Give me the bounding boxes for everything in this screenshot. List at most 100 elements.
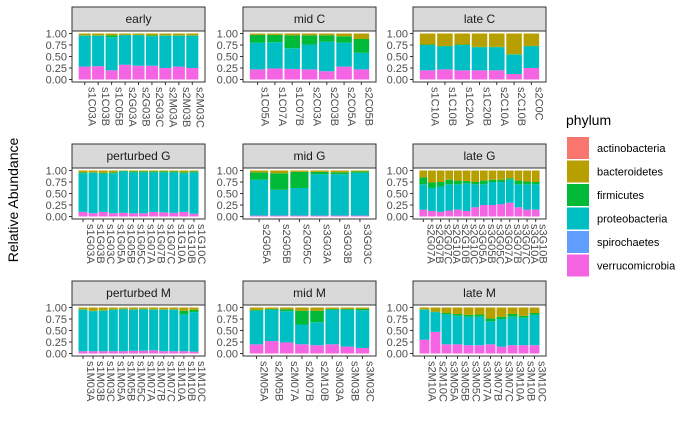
x-tick-label: s3M03B bbox=[348, 361, 360, 401]
x-tick-label: s1C10B bbox=[446, 87, 458, 126]
bar-segment-proteobacteria bbox=[485, 321, 496, 345]
bar-segment-bacteroidetes bbox=[310, 170, 329, 172]
bar-segment-bacteroidetes bbox=[485, 307, 496, 319]
legend-swatch-proteobacteria bbox=[567, 207, 589, 230]
bar-segment-bacteroidetes bbox=[98, 307, 108, 311]
y-tick-label: 0.75 bbox=[46, 40, 67, 52]
bar-segment-bacteroidetes bbox=[514, 170, 523, 181]
bar-segment-verrucomicrobia bbox=[78, 351, 88, 354]
bar-segment-verrucomicrobia bbox=[139, 350, 149, 354]
x-tick-label: s2M05A bbox=[258, 361, 270, 402]
bar-segment-verrucomicrobia bbox=[249, 215, 269, 217]
x-tick-label: s1G05C bbox=[134, 224, 146, 264]
bar-segment-verrucomicrobia bbox=[98, 211, 108, 217]
y-tick-label: 1.00 bbox=[46, 303, 67, 315]
bar-segment-verrucomicrobia bbox=[128, 213, 138, 217]
x-tick-label: s1M10C bbox=[195, 361, 207, 402]
bar-segment-verrucomicrobia bbox=[169, 212, 179, 217]
bar-segment-bacteroidetes bbox=[350, 170, 369, 172]
x-tick-label: s2G07A bbox=[424, 224, 436, 264]
bar-segment-firmicutes bbox=[497, 179, 505, 182]
bar-segment-proteobacteria bbox=[159, 172, 169, 213]
x-tick-label: s1M03A bbox=[84, 361, 96, 402]
bar-segment-firmicutes bbox=[330, 172, 349, 175]
bar-segment-bacteroidetes bbox=[452, 307, 463, 314]
bar-segment-bacteroidetes bbox=[169, 307, 179, 310]
facet-strip-label: perturbed G bbox=[106, 149, 170, 163]
y-tick-label: 0.50 bbox=[46, 52, 67, 64]
x-tick-label: s2G03B bbox=[140, 87, 152, 127]
x-tick-label: s2G10C bbox=[468, 224, 480, 264]
y-tick-label: 0.75 bbox=[387, 177, 408, 189]
bar-segment-proteobacteria bbox=[497, 182, 505, 205]
bar-segment-firmicutes bbox=[319, 35, 335, 42]
bar-segment-verrucomicrobia bbox=[437, 69, 453, 80]
y-tick-label: 0.00 bbox=[46, 349, 67, 361]
y-tick-label: 0.25 bbox=[46, 200, 67, 212]
bar-segment-bacteroidetes bbox=[290, 170, 309, 172]
y-tick-label: 1.00 bbox=[387, 29, 408, 41]
y-tick-label: 0.25 bbox=[217, 63, 238, 75]
bar-segment-proteobacteria bbox=[189, 312, 199, 352]
bar-segment-proteobacteria bbox=[172, 35, 185, 67]
bar-segment-firmicutes bbox=[428, 182, 436, 188]
bar-segment-bacteroidetes bbox=[159, 170, 169, 172]
bar-segment-proteobacteria bbox=[445, 184, 454, 211]
bar-segment-verrucomicrobia bbox=[92, 66, 105, 80]
x-tick-label: s2C03A bbox=[311, 87, 323, 127]
x-tick-label: s1G07A bbox=[145, 224, 157, 264]
bar-segment-proteobacteria bbox=[105, 37, 118, 71]
bar-segment-firmicutes bbox=[179, 172, 189, 174]
bar-segment-firmicutes bbox=[310, 310, 324, 323]
bar-segment-firmicutes bbox=[98, 172, 108, 174]
bar-segment-proteobacteria bbox=[169, 172, 179, 213]
legend-swatch-actinobacteria bbox=[567, 137, 589, 159]
bar-segment-verrucomicrobia bbox=[445, 210, 454, 217]
x-tick-label: s3G03A bbox=[321, 224, 333, 264]
facet-strip bbox=[242, 6, 377, 32]
bar-segment-proteobacteria bbox=[179, 173, 189, 212]
y-tick-label: 0.00 bbox=[217, 212, 238, 224]
bar-segment-firmicutes bbox=[310, 171, 329, 175]
bar-segment-proteobacteria bbox=[531, 184, 540, 210]
y-tick-label: 0.75 bbox=[387, 314, 408, 326]
bar-segment-verrucomicrobia bbox=[105, 70, 118, 80]
bar-segment-firmicutes bbox=[179, 310, 189, 315]
bar-segment-proteobacteria bbox=[471, 184, 480, 208]
bar-segment-firmicutes bbox=[169, 171, 179, 173]
facet-panel-late-C: late C s1C10A s1C10B s1C20A s1C20B s2C10A s2C1… bbox=[387, 6, 547, 127]
bar-segment-proteobacteria bbox=[419, 184, 428, 210]
bar-segment-firmicutes bbox=[474, 314, 485, 317]
y-tick-label: 0.75 bbox=[46, 177, 67, 189]
y-tick-label: 0.50 bbox=[217, 326, 238, 338]
bar-segment-proteobacteria bbox=[428, 187, 436, 211]
bar-segment-firmicutes bbox=[105, 35, 118, 38]
facet-panel-late-G: late G s2G07As2G07Bs2G07Cs2G10As2G10Bs2G1… bbox=[387, 143, 549, 264]
bar-segment-proteobacteria bbox=[249, 42, 266, 70]
bar-segment-bacteroidetes bbox=[128, 170, 138, 172]
bar-segment-verrucomicrobia bbox=[514, 207, 523, 217]
bar-segment-verrucomicrobia bbox=[340, 346, 355, 354]
bar-segment-firmicutes bbox=[139, 171, 149, 173]
bar-segment-verrucomicrobia bbox=[169, 351, 179, 354]
bar-segment-bacteroidetes bbox=[132, 33, 145, 35]
bar-segment-proteobacteria bbox=[169, 309, 179, 352]
x-tick-label: s1M03B bbox=[94, 361, 106, 401]
bar-segment-bacteroidetes bbox=[295, 307, 309, 311]
legend-swatch-firmicutes bbox=[567, 184, 589, 206]
bar-segment-verrucomicrobia bbox=[452, 344, 463, 354]
bar-segment-bacteroidetes bbox=[105, 33, 118, 36]
legend-label-proteobacteria: proteobacteria bbox=[597, 214, 668, 226]
bar-segment-bacteroidetes bbox=[301, 33, 318, 36]
bar-segment-bacteroidetes bbox=[119, 33, 132, 35]
x-tick-label: s2M05B bbox=[273, 361, 285, 401]
bar-segment-firmicutes bbox=[454, 180, 462, 185]
bar-segment-verrucomicrobia bbox=[479, 205, 488, 217]
bar-segment-firmicutes bbox=[267, 34, 283, 43]
facet-panel-perturbed-M: perturbed Ms1M03As1M03Bs1M03Cs1M05As1M05… bbox=[46, 280, 207, 402]
bar-segment-proteobacteria bbox=[436, 186, 445, 212]
bar-segment-proteobacteria bbox=[267, 42, 283, 69]
bar-segment-firmicutes bbox=[264, 308, 279, 310]
bar-segment-firmicutes bbox=[350, 171, 369, 173]
bar-segment-bacteroidetes bbox=[355, 307, 370, 309]
